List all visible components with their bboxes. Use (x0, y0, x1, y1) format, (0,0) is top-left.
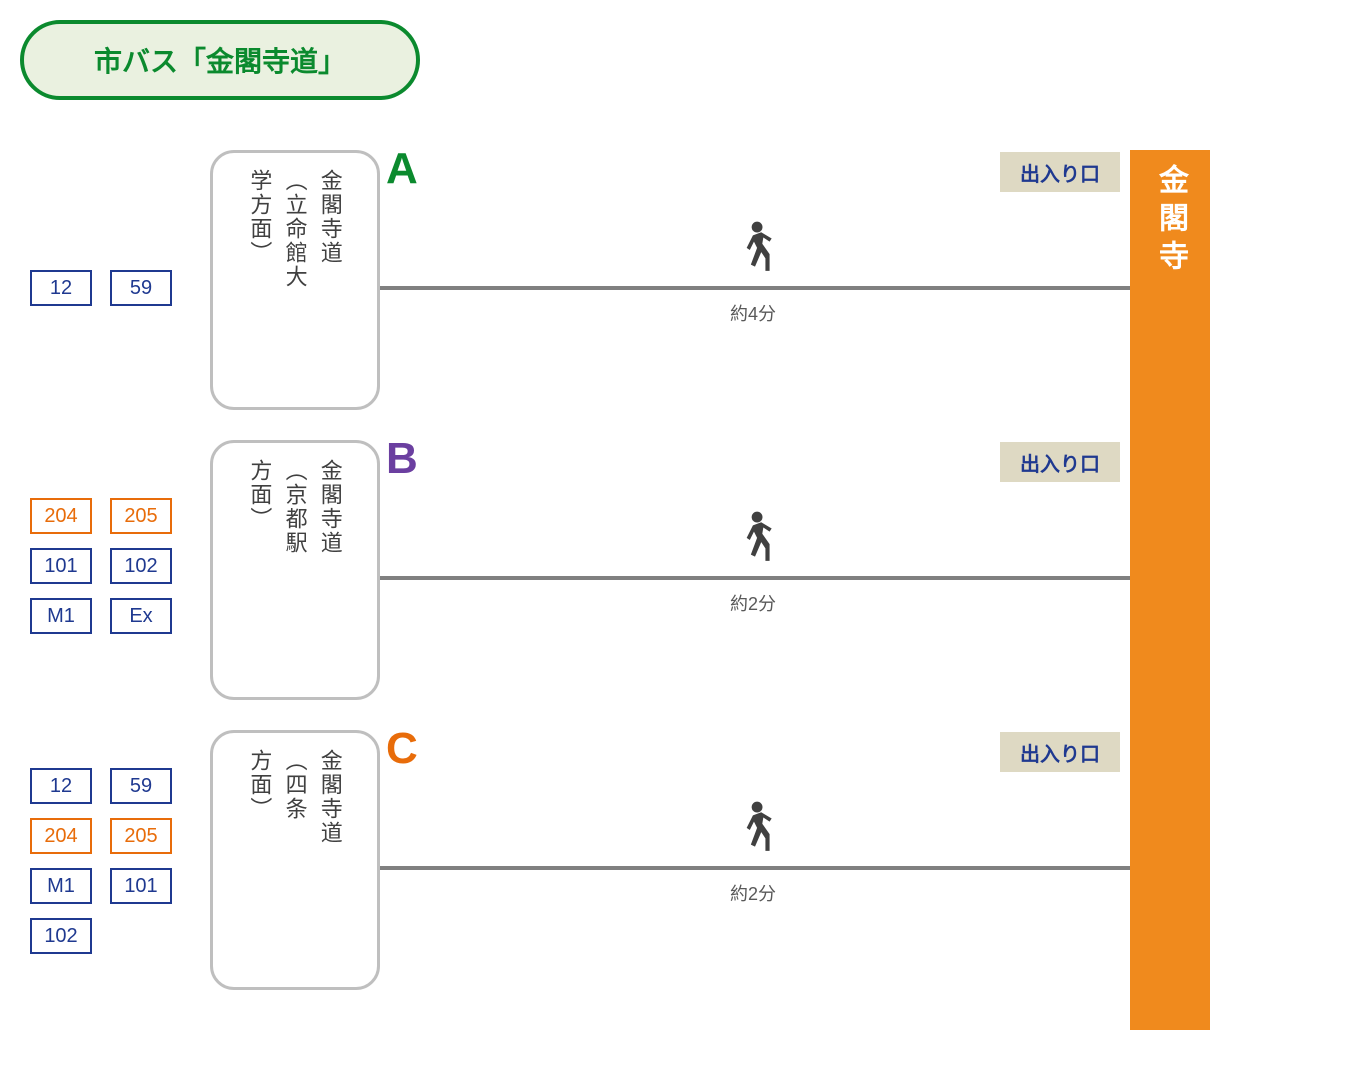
walk-icon (730, 510, 780, 570)
path-line (380, 576, 1130, 580)
stop-name-sub2: 方面） (242, 459, 277, 531)
path-line (380, 286, 1130, 290)
route-badge: 205 (110, 818, 172, 854)
stop-name-sub2: 学方面） (242, 169, 277, 265)
path-line (380, 866, 1130, 870)
stop-name-main: 金閣寺道 (313, 749, 348, 845)
walk-icon (730, 800, 780, 865)
bus-stop-box: 金閣寺道（京都駅方面） (210, 440, 380, 700)
walk-time: 約4分 (730, 300, 776, 326)
walk-icon (730, 220, 780, 280)
route-badge: 205 (110, 498, 172, 534)
route-badge: 12 (30, 270, 92, 306)
route-badge: 204 (30, 818, 92, 854)
route-badge: 12 (30, 768, 92, 804)
entrance-label: 出入り口 (1000, 152, 1120, 192)
route-badge: 102 (30, 918, 92, 954)
route-badge: 101 (110, 868, 172, 904)
stop-name-sub1: （四条 (277, 749, 312, 821)
stop-name-sub1: （京都駅 (277, 459, 312, 555)
walk-time: 約2分 (730, 590, 776, 616)
route-badge: 102 (110, 548, 172, 584)
stop-letter: B (386, 434, 418, 484)
route-badge: 204 (30, 498, 92, 534)
route-badge: M1 (30, 868, 92, 904)
stop-name-main: 金閣寺道 (313, 169, 348, 265)
walk-icon (730, 510, 780, 575)
destination-box: 金閣寺 (1130, 150, 1210, 1030)
route-badge: 59 (110, 768, 172, 804)
entrance-label: 出入り口 (1000, 442, 1120, 482)
stop-letter: C (386, 724, 418, 774)
walk-icon (730, 220, 780, 285)
page-title-text: 市バス「金閣寺道」 (94, 40, 346, 80)
stop-name-sub1: （立命館大 (277, 169, 312, 289)
route-badge: 101 (30, 548, 92, 584)
destination-text: 金閣寺 (1148, 164, 1192, 278)
route-badge: Ex (110, 598, 172, 634)
stop-name-sub2: 方面） (242, 749, 277, 821)
page-title: 市バス「金閣寺道」 (20, 20, 420, 100)
walk-icon (730, 800, 780, 860)
entrance-label: 出入り口 (1000, 732, 1120, 772)
bus-stop-box: 金閣寺道（四条方面） (210, 730, 380, 990)
route-badge: M1 (30, 598, 92, 634)
stop-letter: A (386, 144, 418, 194)
bus-stop-box: 金閣寺道（立命館大学方面） (210, 150, 380, 410)
route-badge: 59 (110, 270, 172, 306)
walk-time: 約2分 (730, 880, 776, 906)
stop-name-main: 金閣寺道 (313, 459, 348, 555)
